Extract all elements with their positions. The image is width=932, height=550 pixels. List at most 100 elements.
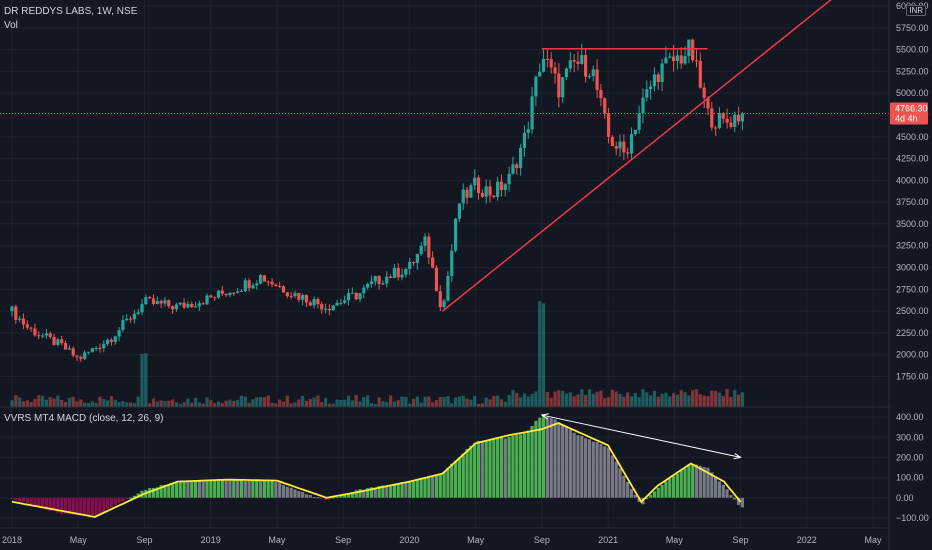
volume-bar xyxy=(209,400,213,407)
price-candles[interactable] xyxy=(10,38,745,362)
candle-body xyxy=(522,132,527,148)
candle-body xyxy=(186,303,190,308)
candle-body xyxy=(270,281,274,285)
volume-bar xyxy=(366,395,370,407)
macd-bar xyxy=(335,496,339,498)
candle-body xyxy=(377,276,381,284)
candle-body xyxy=(603,98,607,114)
candle-body xyxy=(469,185,473,198)
candle-body xyxy=(278,286,282,288)
candle-body xyxy=(121,320,125,330)
macd-bar xyxy=(354,490,358,498)
candle-body xyxy=(113,336,117,342)
indicator-label[interactable]: VVRS MT4 MACD (close, 12, 26, 9) xyxy=(4,413,164,424)
volume-bar xyxy=(572,396,576,407)
candle-body xyxy=(519,147,523,169)
candle-body xyxy=(385,276,389,284)
divergence-arrow[interactable] xyxy=(540,413,742,460)
macd-bar xyxy=(132,495,136,498)
volume-bar xyxy=(18,397,22,407)
volume-bar xyxy=(159,400,163,407)
macd-bar xyxy=(434,475,439,498)
volume-bar xyxy=(48,397,52,407)
candle-body xyxy=(128,318,133,320)
macd-bar xyxy=(373,487,377,498)
macd-bar xyxy=(232,479,236,498)
volume-bar xyxy=(144,353,148,407)
trendlines[interactable] xyxy=(0,0,889,312)
candle-body xyxy=(388,276,393,278)
candle-body xyxy=(297,293,301,300)
volume-bar xyxy=(499,399,504,407)
volume-bar xyxy=(453,397,458,407)
candle-body xyxy=(228,292,232,296)
macd-bar xyxy=(159,485,163,498)
macd-bar xyxy=(675,473,679,498)
volume-bar xyxy=(63,402,68,407)
volume-bar xyxy=(335,399,339,407)
candle-body xyxy=(29,327,33,329)
candle-body xyxy=(274,284,278,287)
volume-bar xyxy=(656,396,660,407)
volume-bar xyxy=(56,395,60,407)
candle-body xyxy=(163,300,167,304)
candle-body xyxy=(148,297,152,299)
macd-bar xyxy=(213,479,217,498)
candle-body xyxy=(484,186,488,197)
candle-body xyxy=(86,351,91,353)
macd-bar xyxy=(450,463,454,498)
volume-bar xyxy=(67,397,71,407)
candle-body xyxy=(415,253,419,264)
macd-bar xyxy=(564,426,569,498)
candle-body xyxy=(281,286,286,293)
volume-label[interactable]: Vol xyxy=(4,20,18,31)
symbol-title[interactable]: DR REDDYS LABS, 1W, NSE xyxy=(4,6,138,17)
macd-bar xyxy=(255,480,259,498)
candle-body xyxy=(710,108,714,128)
candle-body xyxy=(687,39,691,57)
price-tick-label: 3500.00 xyxy=(896,219,929,229)
candle-body xyxy=(450,250,454,276)
macd-bar xyxy=(75,497,79,516)
currency-badge[interactable]: INR xyxy=(906,5,926,16)
volume-bar xyxy=(549,397,553,407)
macd-bar xyxy=(60,497,64,515)
macd-bar xyxy=(534,420,538,498)
candle-body xyxy=(67,348,71,350)
macd-bar xyxy=(633,494,637,498)
volume-bar xyxy=(98,396,102,407)
signal-line-path xyxy=(11,422,742,518)
volume-bar xyxy=(595,391,599,407)
macd-bar xyxy=(618,468,622,498)
volume-bar xyxy=(740,392,745,407)
volume-bar xyxy=(664,392,668,407)
macd-bar xyxy=(610,455,614,498)
candle-body xyxy=(236,291,240,293)
macd-bar xyxy=(473,442,477,498)
macd-axis[interactable]: 400.00 300.00 200.00 100.00 0.00 −100.00 xyxy=(896,412,929,523)
volume-bar xyxy=(140,353,144,407)
volume-bar xyxy=(182,402,186,407)
macd-bar xyxy=(656,487,660,498)
price-tick-label: 2500.00 xyxy=(896,306,929,316)
macd-bar xyxy=(484,440,488,498)
time-tick-label: May xyxy=(268,535,286,545)
time-tick-label: Sep xyxy=(335,535,351,545)
candle-body xyxy=(216,290,221,298)
volume-bar xyxy=(576,394,580,407)
macd-bar xyxy=(312,497,316,499)
candle-body xyxy=(660,63,664,83)
volume-bar xyxy=(281,401,286,407)
volume-bar xyxy=(40,395,45,407)
candle-body xyxy=(733,114,737,127)
macd-bar xyxy=(561,424,565,498)
price-tick-label: 5000.00 xyxy=(896,88,929,98)
macd-bar xyxy=(63,497,68,514)
macd-bar xyxy=(725,489,729,498)
macd-signal-line xyxy=(11,422,742,518)
candle-body xyxy=(52,336,56,345)
time-axis[interactable]: 2018 May Sep 2019 May Sep 2020 May Sep 2021 May Sep… xyxy=(2,535,882,545)
candle-body xyxy=(622,141,626,153)
trendline-rising-support[interactable] xyxy=(442,0,889,312)
